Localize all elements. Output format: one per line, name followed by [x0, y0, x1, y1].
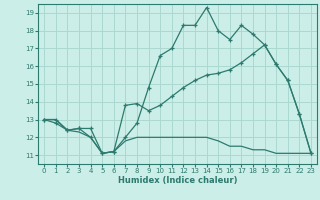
X-axis label: Humidex (Indice chaleur): Humidex (Indice chaleur)	[118, 176, 237, 185]
